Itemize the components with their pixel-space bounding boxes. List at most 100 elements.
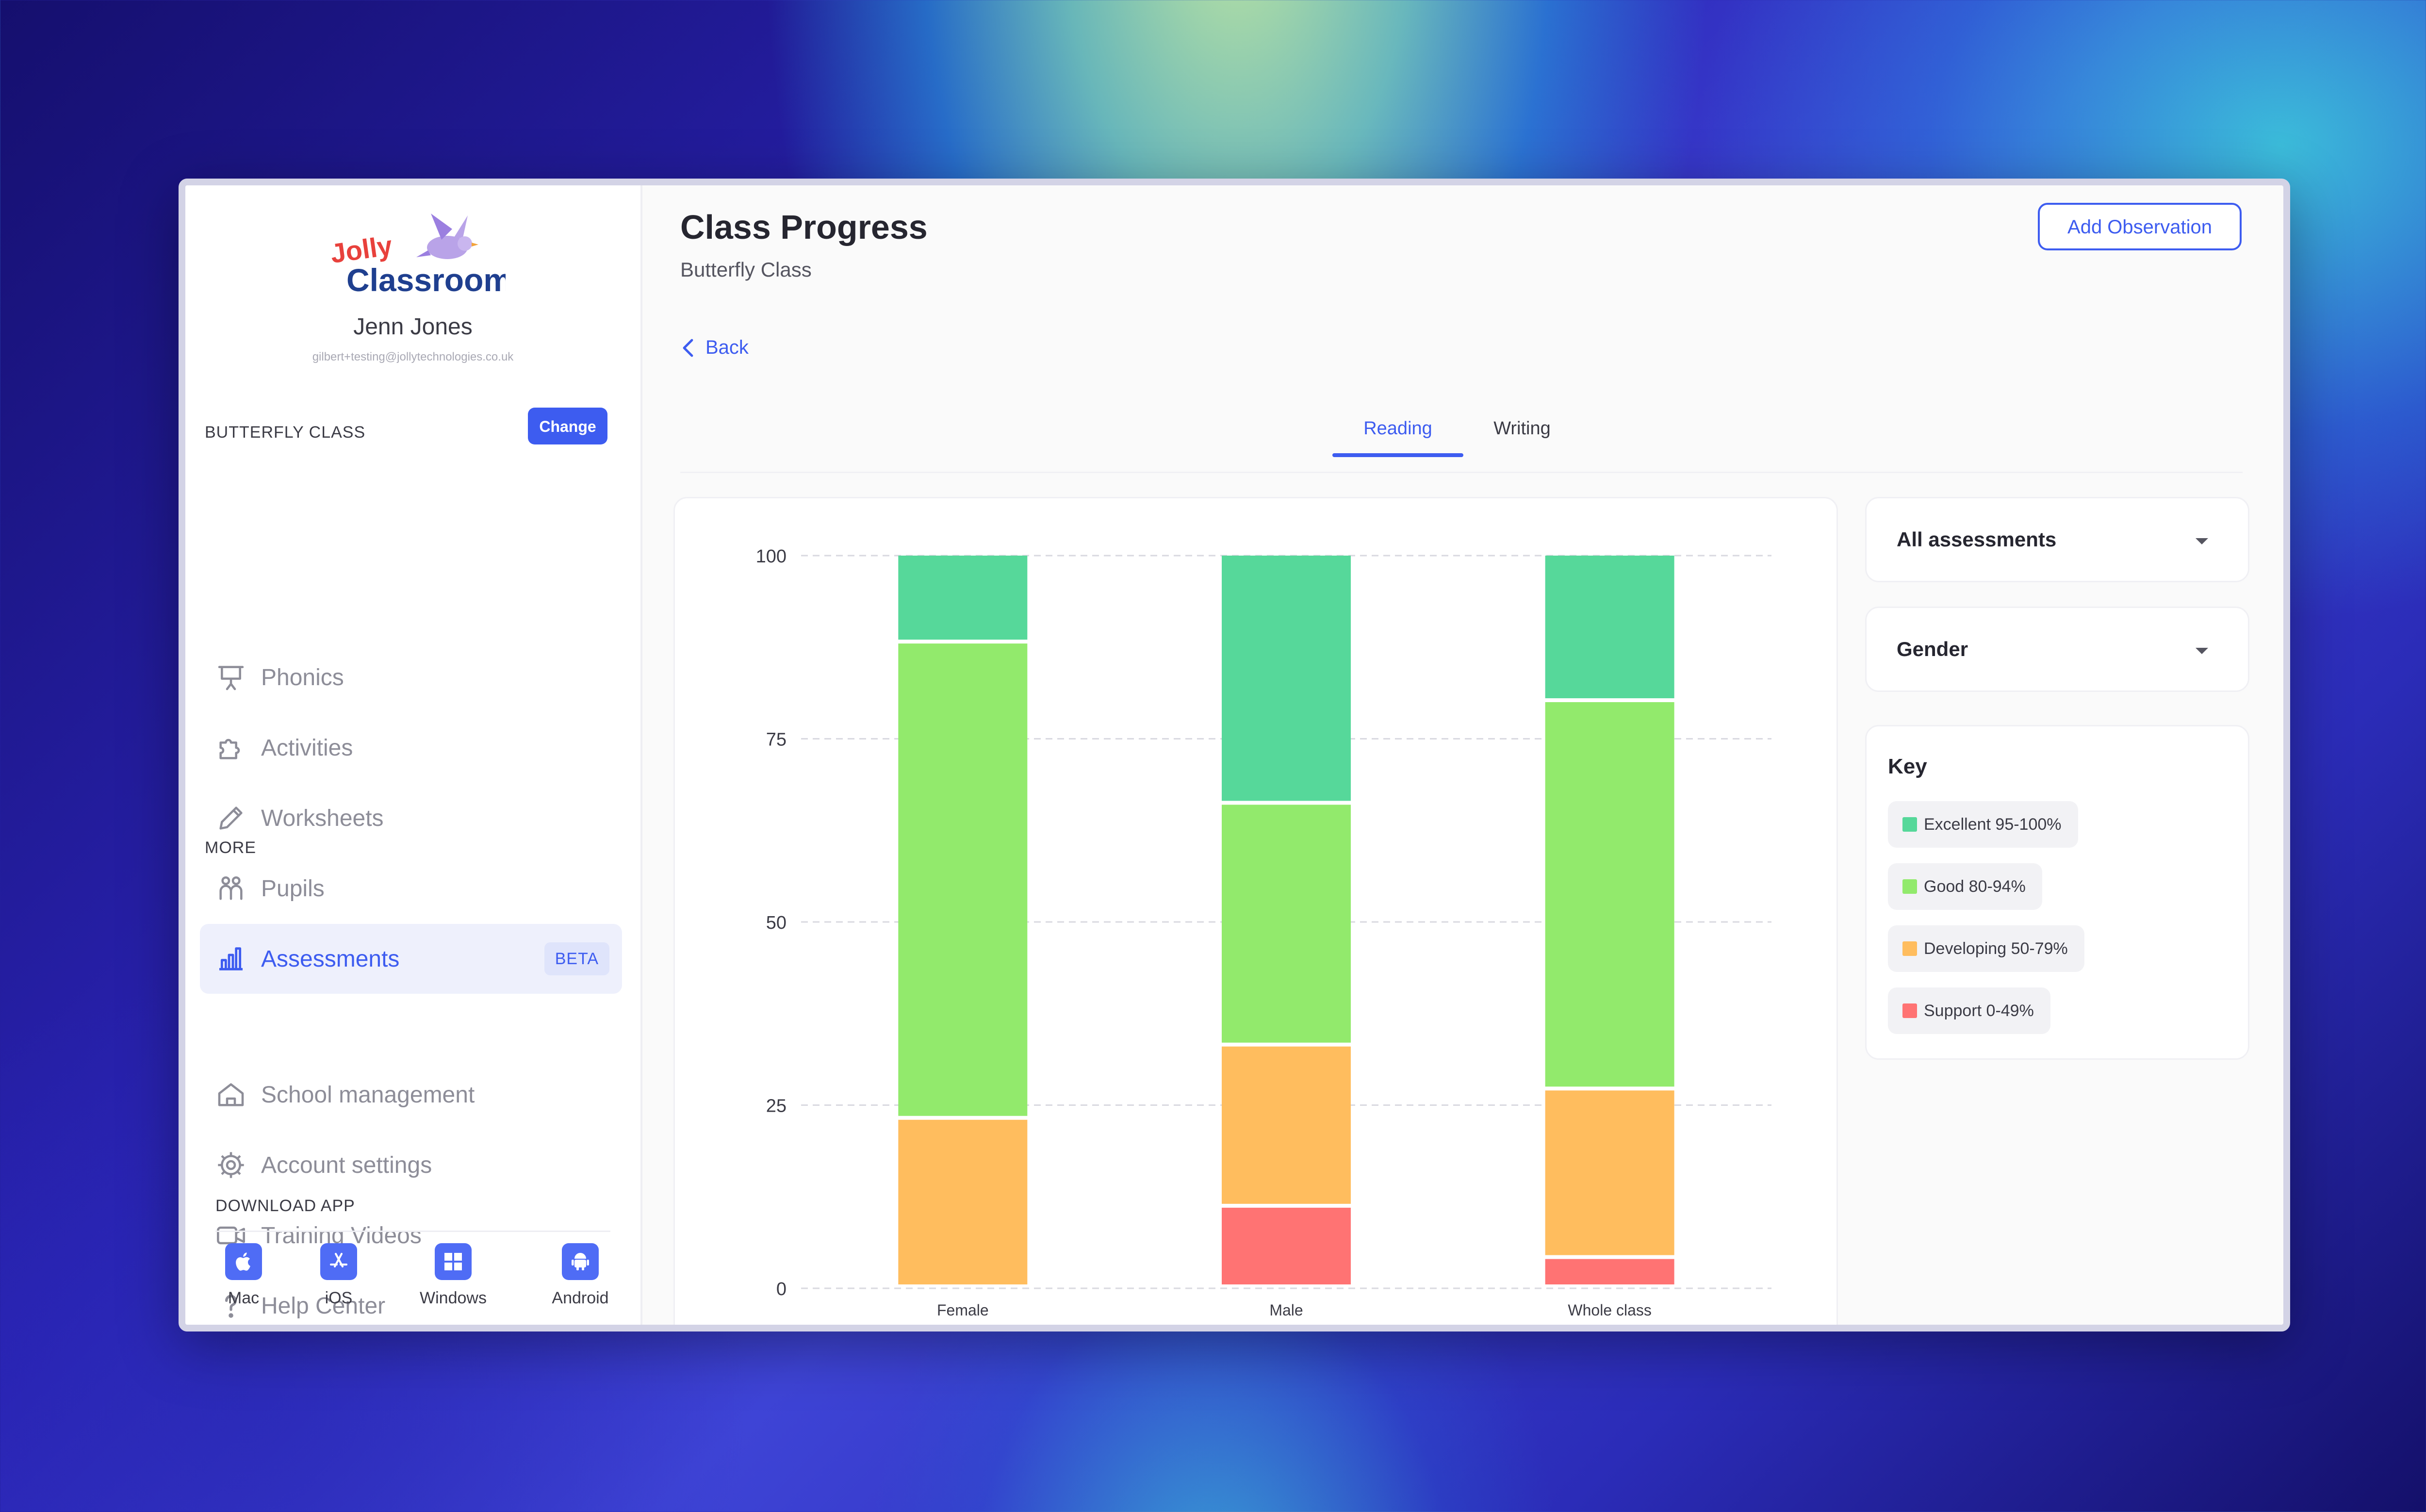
class-label: BUTTERFLY CLASS	[205, 423, 366, 442]
user-email: gilbert+testing@jollytechnologies.co.uk	[312, 350, 514, 363]
bar-segment	[1222, 1207, 1351, 1284]
sidebar-item-school-management[interactable]: School management	[200, 1060, 622, 1130]
sidebar-item-label: Account settings	[261, 1152, 432, 1178]
app-store-icon	[320, 1243, 357, 1280]
download-divider	[215, 1231, 610, 1232]
bar-segment	[1222, 805, 1351, 1043]
x-tick-label: Whole class	[1568, 1301, 1652, 1319]
y-tick-label: 50	[766, 913, 787, 933]
bar-segment	[1545, 1090, 1674, 1255]
bar-segment	[1222, 1046, 1351, 1204]
key-label: Developing 50-79%	[1924, 939, 2068, 958]
add-observation-button[interactable]: Add Observation	[2038, 203, 2242, 250]
app-label: iOS	[325, 1289, 353, 1307]
key-item-developing: Developing 50-79%	[1888, 925, 2084, 972]
download-app-label: DOWNLOAD APP	[215, 1197, 355, 1215]
logo-text-bottom: Classroom	[346, 262, 506, 297]
active-tab-indicator	[1332, 453, 1463, 457]
app-window: Jolly Classroom Jenn Jones gilbert+testi…	[179, 179, 2290, 1331]
bar-segment	[898, 556, 1028, 640]
sidebar-item-worksheets[interactable]: Worksheets	[200, 783, 622, 853]
user-name: Jenn Jones	[353, 314, 473, 340]
sidebar-item-label: Activities	[261, 735, 353, 761]
caret-down-icon	[2196, 648, 2208, 654]
progress-chart: 0 25 50 75 100 Female Male Whole class	[756, 546, 1771, 1319]
back-link[interactable]: Back	[680, 337, 749, 359]
beta-badge: BETA	[544, 942, 609, 975]
group-select[interactable]: Gender	[1865, 607, 2249, 692]
sidebar-item-label: School management	[261, 1082, 475, 1108]
windows-icon	[435, 1243, 472, 1280]
download-mac-button[interactable]: Mac	[195, 1243, 292, 1308]
sidebar-item-label: Help Center	[261, 1293, 386, 1319]
question-mark-icon	[225, 1295, 237, 1318]
chart-card: 0 25 50 75 100 Female Male Whole class	[673, 497, 1838, 1325]
x-tick-label: Male	[1269, 1301, 1303, 1319]
presentation-board-icon	[218, 666, 244, 690]
x-tick-label: Female	[937, 1301, 989, 1319]
key-item-support: Support 0-49%	[1888, 987, 2050, 1034]
key-item-good: Good 80-94%	[1888, 863, 2042, 910]
sidebar-item-activities[interactable]: Activities	[200, 713, 622, 783]
sidebar-item-label: Phonics	[261, 664, 344, 690]
sidebar-item-help-center[interactable]: Help Center	[200, 1271, 622, 1325]
key-item-excellent: Excellent 95-100%	[1888, 801, 2078, 848]
bar-segment	[898, 643, 1028, 1116]
group-select-value: Gender	[1897, 638, 1968, 660]
bar-segment	[1545, 1259, 1674, 1284]
back-label: Back	[705, 337, 749, 358]
bar-segment	[1545, 556, 1674, 698]
key-label: Good 80-94%	[1924, 877, 2026, 896]
assessment-select[interactable]: All assessments	[1865, 497, 2249, 582]
sidebar-item-label: Assessments	[261, 946, 400, 972]
tab-divider	[680, 472, 2243, 473]
y-tick-label: 100	[756, 546, 787, 567]
pupils-icon	[219, 876, 243, 900]
bar-segment	[898, 1119, 1028, 1284]
change-class-button[interactable]: Change	[528, 408, 607, 444]
gear-icon	[218, 1152, 244, 1178]
app-label: Windows	[420, 1289, 487, 1307]
caret-down-icon	[2196, 538, 2208, 544]
school-icon	[218, 1083, 244, 1106]
pencil-icon	[219, 806, 243, 830]
tab-reading[interactable]: Reading	[1363, 418, 1432, 439]
chevron-left-icon	[683, 339, 693, 357]
android-icon	[562, 1243, 599, 1280]
key-title: Key	[1888, 755, 1927, 778]
sidebar-item-assessments[interactable]: Assessments BETA	[200, 924, 622, 994]
app-label: Mac	[228, 1289, 260, 1307]
assessment-select-value: All assessments	[1897, 528, 2057, 551]
y-tick-label: 0	[776, 1279, 787, 1299]
bar-segment	[1222, 556, 1351, 801]
key-swatch	[1902, 879, 1917, 894]
download-ios-button[interactable]: iOS	[290, 1243, 387, 1308]
puzzle-icon	[219, 739, 240, 759]
key-swatch	[1902, 1003, 1917, 1018]
bar-segment	[1545, 702, 1674, 1087]
dove-icon	[416, 214, 478, 259]
y-tick-label: 75	[766, 730, 787, 750]
sidebar-item-label: Worksheets	[261, 805, 384, 831]
page-subtitle: Butterfly Class	[680, 258, 812, 281]
download-windows-button[interactable]: Windows	[405, 1243, 502, 1308]
tab-writing[interactable]: Writing	[1493, 418, 1551, 439]
sidebar-item-label: Pupils	[261, 875, 325, 902]
key-label: Support 0-49%	[1924, 1001, 2034, 1020]
page-title: Class Progress	[680, 208, 928, 246]
apple-icon	[225, 1243, 262, 1280]
more-label: MORE	[205, 838, 256, 857]
key-label: Excellent 95-100%	[1924, 815, 2062, 834]
key-swatch	[1902, 941, 1917, 956]
key-swatch	[1902, 817, 1917, 832]
sidebar-item-account-settings[interactable]: Account settings	[200, 1130, 622, 1200]
app-label: Android	[552, 1289, 609, 1307]
jolly-classroom-logo[interactable]: Jolly Classroom	[331, 210, 506, 297]
sidebar-item-phonics[interactable]: Phonics	[200, 642, 622, 712]
y-tick-label: 25	[766, 1096, 787, 1117]
download-android-button[interactable]: Android	[532, 1243, 629, 1308]
key-card: Key Excellent 95-100% Good 80-94% Develo…	[1865, 725, 2249, 1060]
bar-chart-icon	[219, 947, 243, 970]
sidebar: Jolly Classroom Jenn Jones gilbert+testi…	[185, 185, 642, 1325]
sidebar-item-pupils[interactable]: Pupils	[200, 854, 622, 923]
